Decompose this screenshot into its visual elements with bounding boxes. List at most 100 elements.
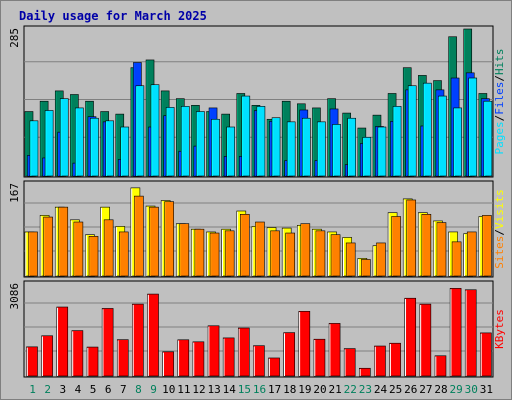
bars-kbytes (26, 288, 492, 377)
legend-hits-files-pages: Pages/Files/Hits (493, 49, 506, 155)
bar-kbytes-day-15 (238, 327, 250, 377)
bar-pages-day-28 (438, 95, 447, 177)
x-axis-day-label: 20 (313, 383, 326, 396)
panel-kbytes: 3086 KBytes (8, 280, 506, 378)
y-axis-max-label: 167 (8, 183, 21, 203)
bar-kbytes-day-9 (147, 293, 159, 377)
y-axis-max-label: 285 (8, 28, 21, 48)
x-axis-day-label: 12 (192, 383, 205, 396)
y-axis-max-label: 3086 (8, 283, 21, 310)
chart-title: Daily usage for March 2025 (19, 9, 207, 23)
legend-entry-pages: Pages (493, 121, 506, 154)
x-axis-day-label: 15 (238, 383, 251, 396)
bar-pages-day-1 (29, 120, 39, 177)
bar-sites-day-14 (224, 230, 235, 277)
bar-sites-day-28 (436, 222, 447, 277)
bar-pages-day-29 (453, 107, 462, 177)
bar-pages-day-5 (90, 117, 99, 177)
bar-kbytes-day-19 (298, 311, 311, 377)
bar-pages-day-21 (332, 124, 341, 177)
bar-pages-day-20 (317, 121, 326, 177)
bar-kbytes-day-31 (480, 332, 492, 377)
x-axis-day-label: 19 (298, 383, 311, 396)
x-axis-day-label: 16 (253, 383, 266, 396)
bar-sites-day-30 (466, 231, 477, 277)
x-axis-day-label: 30 (465, 383, 478, 396)
x-axis-day-label: 28 (434, 383, 447, 396)
bar-pages-day-9 (150, 84, 160, 177)
bar-kbytes-day-22 (343, 348, 356, 377)
x-axis-day-label: 26 (404, 383, 417, 396)
bar-kbytes-day-6 (101, 308, 114, 377)
bar-kbytes-day-4 (71, 330, 84, 377)
bar-pages-day-31 (483, 100, 493, 177)
bar-kbytes-day-29 (449, 288, 462, 377)
bar-pages-day-6 (105, 120, 114, 177)
bar-sites-day-1 (28, 231, 38, 277)
bar-pages-day-8 (135, 85, 145, 177)
bar-kbytes-day-5 (86, 346, 99, 377)
bar-sites-day-4 (73, 221, 84, 277)
bar-kbytes-day-18 (283, 332, 295, 377)
bar-sites-day-9 (149, 206, 159, 277)
bar-sites-day-24 (376, 242, 386, 277)
bar-kbytes-day-20 (313, 338, 326, 377)
bar-kbytes-day-2 (41, 335, 53, 377)
bar-sites-day-19 (300, 223, 311, 277)
x-axis-day-label: 11 (177, 383, 190, 396)
bar-sites-day-6 (103, 219, 114, 277)
bar-pages-day-2 (44, 110, 54, 177)
bar-sites-day-26 (406, 199, 417, 277)
bar-sites-day-5 (88, 236, 99, 277)
bar-pages-day-16 (256, 106, 266, 177)
bar-kbytes-day-8 (132, 303, 144, 377)
bar-sites-day-20 (315, 230, 326, 277)
bar-sites-day-7 (118, 231, 129, 277)
legend-entry-hits: Hits (493, 49, 506, 76)
legend-entry-kbytes: KBytes (493, 309, 506, 349)
bar-pages-day-23 (362, 137, 372, 177)
legend-kbytes: KBytes (493, 309, 506, 349)
bar-kbytes-day-28 (434, 355, 447, 377)
bar-kbytes-day-10 (162, 351, 174, 377)
bar-pages-day-17 (271, 117, 281, 177)
bar-pages-day-14 (226, 126, 235, 177)
bar-sites-day-29 (451, 241, 462, 277)
bar-pages-day-10 (165, 107, 175, 177)
bar-pages-day-3 (59, 98, 69, 177)
bar-kbytes-day-7 (116, 339, 129, 377)
legend-visits-sites: Sites/Visits (493, 189, 506, 269)
x-axis-day-label: 2 (44, 383, 51, 396)
bar-kbytes-day-26 (404, 297, 417, 377)
bar-pages-day-4 (75, 107, 84, 177)
bar-kbytes-day-25 (389, 342, 401, 377)
bar-pages-day-7 (120, 126, 130, 177)
x-axis-day-label: 17 (268, 383, 281, 396)
bar-pages-day-27 (423, 82, 432, 177)
panel-visits-sites: 167 Sites/Visits (8, 180, 506, 278)
bar-sites-day-16 (255, 221, 265, 277)
bar-kbytes-day-24 (374, 345, 386, 377)
bar-sites-day-27 (421, 213, 432, 277)
x-axis-day-label: 18 (283, 383, 296, 396)
bar-kbytes-day-1 (26, 346, 38, 377)
bar-sites-day-15 (240, 213, 250, 277)
bar-sites-day-18 (285, 232, 295, 277)
legend-entry-files: Files (493, 82, 506, 115)
x-axis-day-label: 22 (344, 383, 357, 396)
bar-kbytes-day-21 (328, 323, 341, 377)
bar-pages-day-15 (241, 95, 251, 177)
x-axis-day-label: 4 (75, 383, 82, 396)
x-axis-day-label: 24 (374, 383, 388, 396)
x-axis-day-label: 27 (419, 383, 432, 396)
bar-pages-day-25 (392, 106, 402, 177)
bar-kbytes-day-12 (192, 341, 205, 377)
bar-pages-day-30 (468, 77, 478, 177)
bar-sites-day-22 (345, 242, 356, 277)
legend-separator: / (493, 75, 506, 82)
bar-pages-day-13 (211, 118, 220, 177)
bar-sites-day-2 (43, 216, 53, 277)
bar-kbytes-day-14 (222, 337, 235, 377)
